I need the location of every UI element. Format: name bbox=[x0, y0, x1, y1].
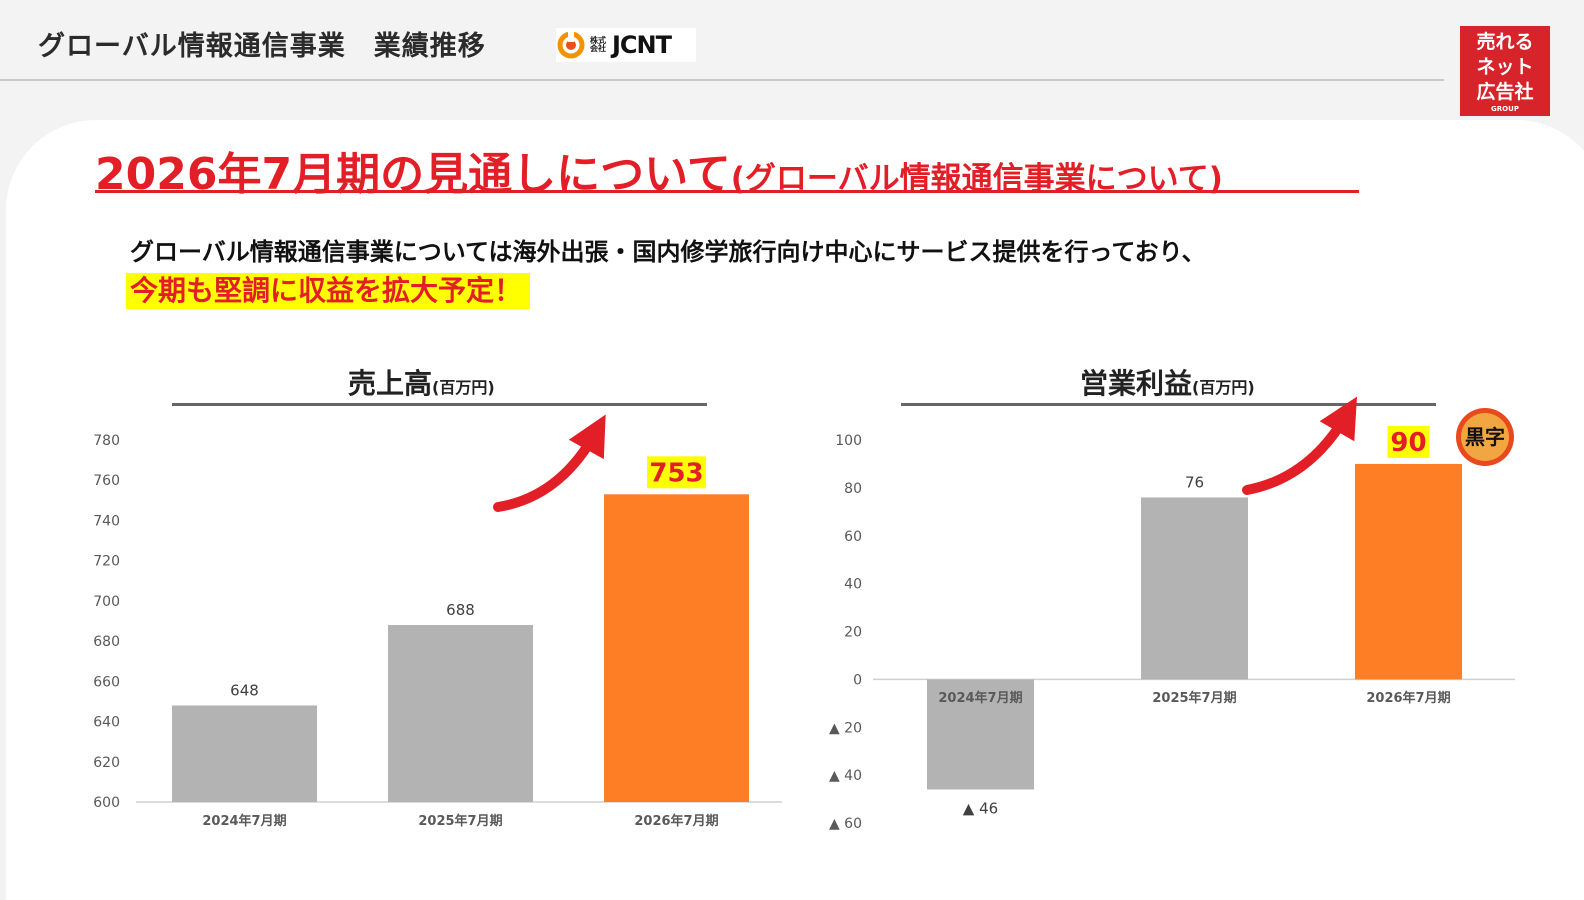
sales-bar bbox=[388, 625, 533, 802]
sales-category-label: 2026年7月期 bbox=[634, 813, 718, 829]
profit-ytick-label: ▲ 20 bbox=[829, 720, 862, 736]
sales-title: 売上高 bbox=[348, 367, 433, 400]
profit-ytick-label: 60 bbox=[844, 529, 862, 545]
profit-unit: (百万円) bbox=[1192, 378, 1255, 397]
sales-ytick-label: 620 bbox=[93, 755, 120, 771]
brand-group-label: GROUP bbox=[1491, 105, 1519, 113]
header-divider bbox=[0, 79, 1444, 81]
profit-title-rule bbox=[901, 403, 1436, 406]
profit-bar bbox=[927, 679, 1034, 790]
sales-ytick-label: 700 bbox=[93, 594, 120, 610]
profit-ytick-label: 40 bbox=[844, 577, 862, 593]
lead-highlight: 今期も堅調に収益を拡大予定！ bbox=[126, 273, 531, 309]
sales-ytick-label: 740 bbox=[93, 513, 120, 529]
swirl-logo-icon bbox=[557, 30, 585, 59]
sales-title-rule bbox=[172, 403, 707, 406]
profit-highlight-label-bg bbox=[1387, 425, 1430, 458]
profit-ytick-label: 0 bbox=[853, 672, 862, 688]
sales-ytick-label: 660 bbox=[93, 674, 120, 690]
profit-ytick-label: 20 bbox=[844, 625, 862, 641]
brand-badge: 売れる ネット 広告社 GROUP bbox=[1460, 26, 1550, 116]
sales-growth-arrow bbox=[493, 414, 606, 512]
logo-prefix: 株式会社 bbox=[590, 36, 606, 53]
logo-name: JCNT bbox=[612, 31, 672, 59]
sales-highlight-data-label: 753 bbox=[649, 458, 703, 488]
page-title: グローバル情報通信事業 業績推移 bbox=[38, 31, 486, 62]
lead-text: グローバル情報通信事業については海外出張・国内修学旅行向け中心にサービス提供を行… bbox=[130, 238, 1206, 266]
page-header: グローバル情報通信事業 業績推移 株式会社 JCNT 売れる ネット 広告社 G… bbox=[0, 0, 1584, 116]
sales-ytick-label: 600 bbox=[93, 795, 120, 811]
sales-ytick-label: 760 bbox=[93, 473, 120, 489]
charts-canvas: 6006206406606807007207407607802024年7月期64… bbox=[93, 396, 1515, 832]
sales-data-label: 648 bbox=[230, 681, 259, 699]
sales-category-label: 2024年7月期 bbox=[202, 813, 286, 829]
profit-title: 営業利益 bbox=[1080, 367, 1193, 400]
profit-stamp: 黒字 bbox=[1456, 408, 1514, 466]
profit-ytick-label: ▲ 40 bbox=[829, 768, 862, 784]
profit-data-label: ▲ 46 bbox=[963, 799, 998, 817]
profit-growth-arrow bbox=[1242, 396, 1358, 495]
headline-underline bbox=[95, 190, 1359, 193]
profit-ytick-label: 80 bbox=[844, 481, 862, 497]
profit-category-label: 2026年7月期 bbox=[1366, 690, 1450, 706]
profit-bar bbox=[1355, 463, 1462, 680]
sales-highlight-label-bg bbox=[647, 456, 706, 489]
sales-ytick-label: 780 bbox=[93, 433, 120, 449]
sales-data-label: 688 bbox=[446, 601, 475, 619]
brand-line-3: 広告社 bbox=[1476, 81, 1534, 103]
stamp-text: 黒字 bbox=[1465, 425, 1505, 449]
sales-chart: 600 620 640 660 680 700 720 740 760 780 2024年7月期 64… bbox=[93, 433, 782, 829]
profit-highlight-data-label: 90 bbox=[1390, 428, 1426, 458]
profit-category-label: 2024年7月期 bbox=[938, 690, 1022, 706]
brand-line-1: 売れる bbox=[1476, 31, 1534, 53]
sales-ytick-label: 640 bbox=[93, 715, 120, 731]
profit-chart-title: 営業利益(百万円) bbox=[1080, 362, 1255, 402]
sales-bar bbox=[172, 705, 317, 802]
sales-chart-title: 売上高(百万円) bbox=[348, 362, 495, 402]
sales-unit: (百万円) bbox=[432, 378, 495, 397]
profit-category-label: 2025年7月期 bbox=[1152, 690, 1236, 706]
profit-bar bbox=[1141, 497, 1248, 680]
profit-ytick-label: 100 bbox=[835, 433, 862, 449]
profit-data-label: 76 bbox=[1185, 473, 1204, 491]
profit-chart: 100 80 60 40 20 0 ▲ 20 ▲ 40 ▲ 60 2024年7月期 ▲ 46 2025… bbox=[829, 425, 1515, 832]
sales-bar bbox=[604, 494, 749, 802]
brand-line-2: ネット bbox=[1476, 56, 1534, 78]
profit-ytick-label: ▲ 60 bbox=[829, 816, 862, 832]
company-logo: 株式会社 JCNT bbox=[556, 28, 696, 62]
sales-ytick-label: 680 bbox=[93, 634, 120, 650]
sales-category-label: 2025年7月期 bbox=[418, 813, 502, 829]
sales-ytick-label: 720 bbox=[93, 554, 120, 570]
